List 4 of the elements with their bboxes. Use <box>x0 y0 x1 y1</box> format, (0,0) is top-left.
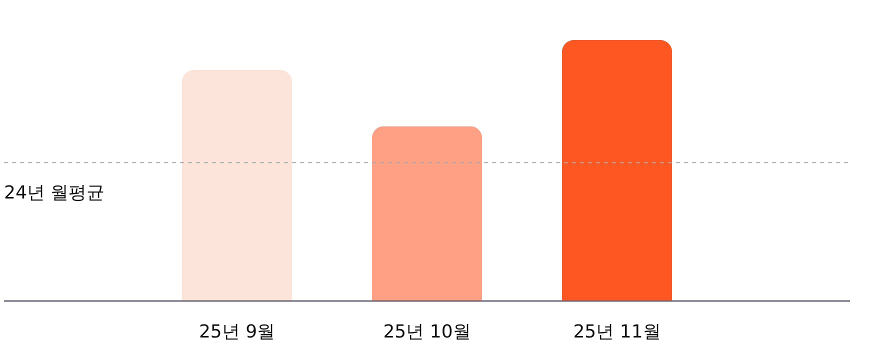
x-tick-label: 25년 10월 <box>383 322 471 342</box>
x-tick-label: 25년 9월 <box>198 322 276 342</box>
ref-line-label: 24년 월평균 <box>4 182 105 204</box>
x-tick-label: 25년 11월 <box>573 322 661 342</box>
